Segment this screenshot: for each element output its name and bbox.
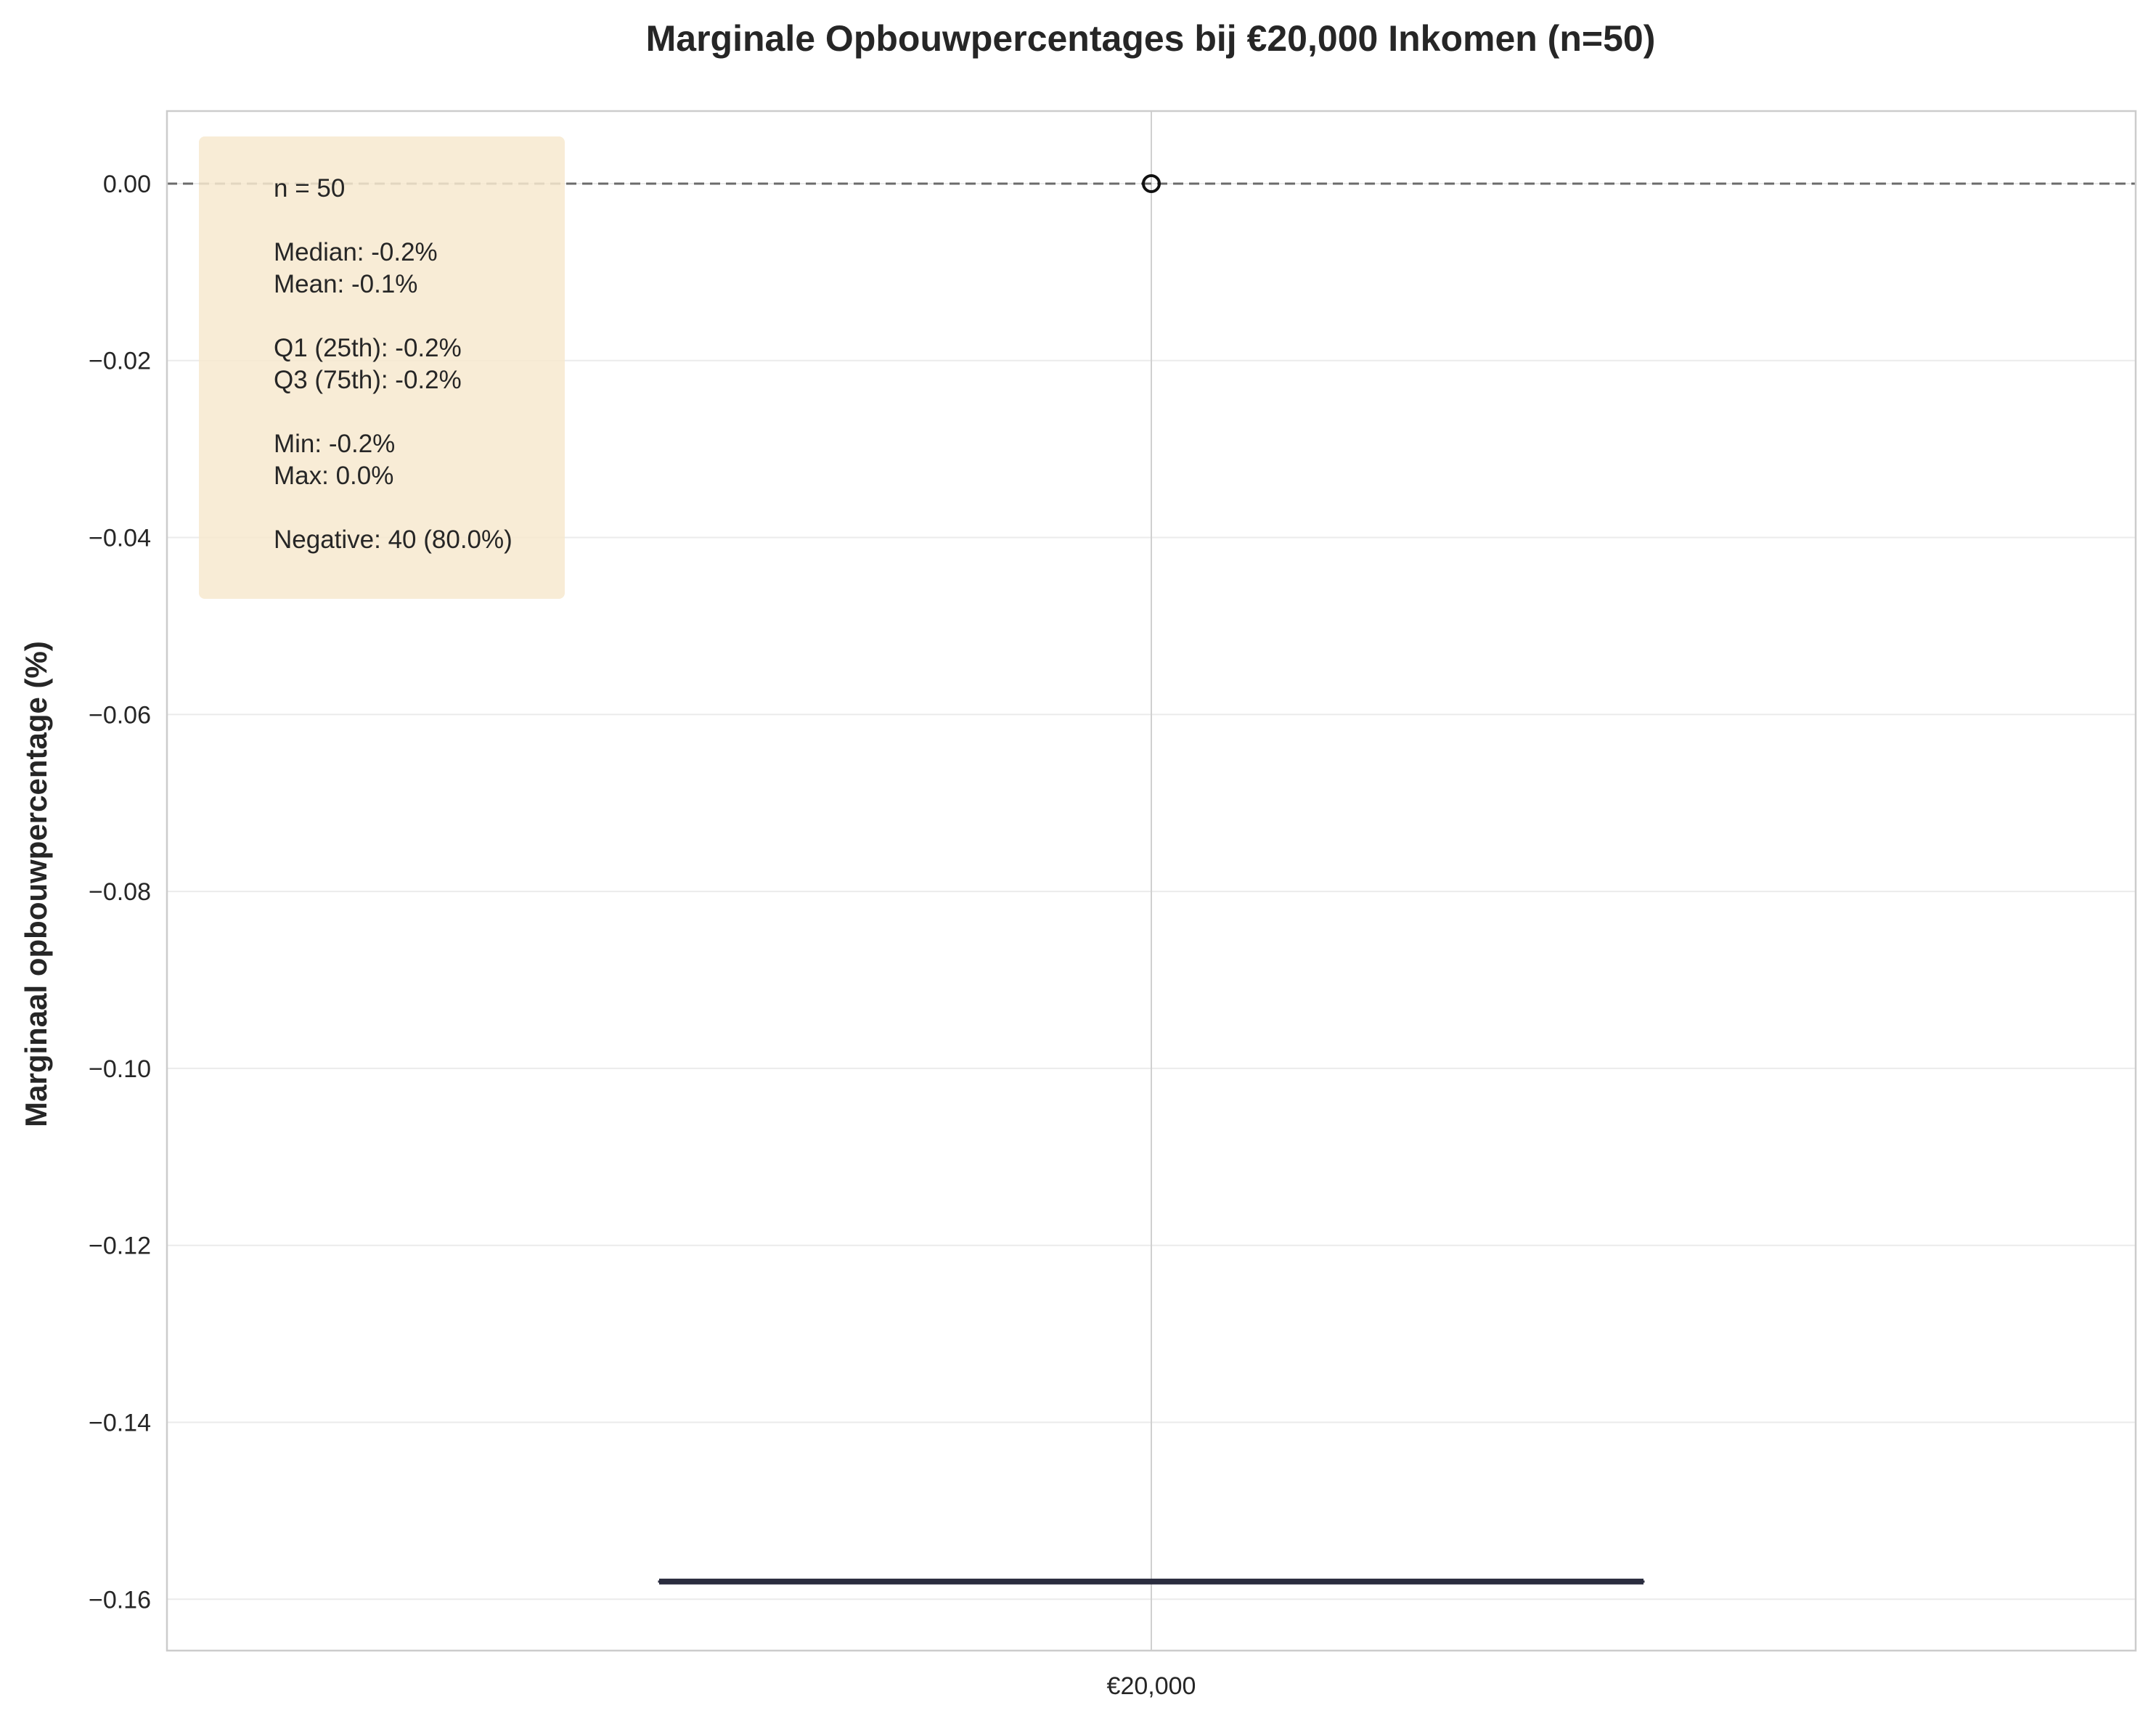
stats-box-background — [199, 136, 565, 599]
y-tick-label: 0.00 — [103, 171, 151, 198]
x-tick-label: €20,000 — [1107, 1672, 1196, 1700]
stats-line: Mean: -0.1% — [274, 270, 417, 298]
y-tick-label: −0.06 — [89, 701, 151, 729]
chart-title: Marginale Opbouwpercentages bij €20,000 … — [646, 18, 1656, 59]
tick-layer: 0.00 −0.02 −0.04 −0.06 −0.08 −0.10 −0.12 −0.14 −… — [89, 171, 1196, 1700]
stats-line: Negative: 40 (80.0%) — [274, 526, 513, 554]
y-tick-label: −0.02 — [89, 348, 151, 375]
box-layer — [658, 173, 1645, 1585]
y-tick-label: −0.10 — [89, 1055, 151, 1083]
y-tick-label: −0.12 — [89, 1233, 151, 1260]
y-tick-label: −0.08 — [89, 878, 151, 906]
y-tick-label: −0.14 — [89, 1410, 151, 1437]
outlier-point — [1142, 173, 1161, 193]
stats-line: Q1 (25th): -0.2% — [274, 334, 462, 362]
stats-line: Max: 0.0% — [274, 462, 393, 490]
stats-line: n = 50 — [274, 174, 345, 203]
stats-line: Min: -0.2% — [274, 430, 395, 458]
y-axis-label: Marginaal opbouwpercentage (%) — [19, 641, 53, 1127]
y-tick-label: −0.16 — [89, 1586, 151, 1614]
plot-frame — [166, 110, 2137, 1652]
stats-box: n = 50 Median: -0.2% Mean: -0.1% Q1 (25th):… — [199, 136, 565, 599]
stats-line: Q3 (75th): -0.2% — [274, 366, 462, 394]
stats-line: Median: -0.2% — [274, 238, 438, 266]
y-tick-label: −0.04 — [89, 525, 151, 552]
